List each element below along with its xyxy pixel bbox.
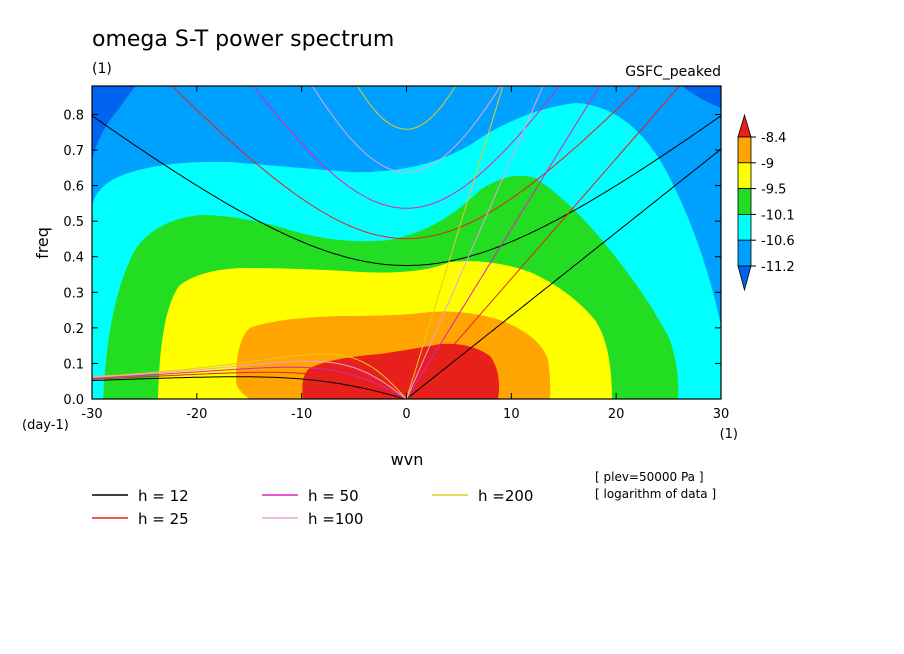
rossby-curve-h200 <box>92 353 407 399</box>
y-units-label: (day-1) <box>22 418 69 433</box>
rossby-curve-h12 <box>92 376 407 399</box>
legend-label: h = 25 <box>138 510 189 528</box>
y-tick-label: 0.6 <box>63 180 84 195</box>
legend-label: h = 50 <box>308 487 359 505</box>
rossby-curve-h25 <box>92 371 407 399</box>
rossby-curve-h50 <box>92 366 407 399</box>
colorbar-label: -11.2 <box>761 260 795 275</box>
colorbar-label: -10.6 <box>761 234 795 249</box>
dispersion-curves <box>92 86 721 399</box>
contour-fills <box>92 86 721 399</box>
inertia-gravity-curve-h12 <box>92 115 721 266</box>
colorbar-segment <box>737 188 752 215</box>
inertia-gravity-curve-h50 <box>252 86 561 209</box>
colorbar-segment <box>737 213 752 241</box>
colorbar-label: -10.1 <box>761 208 795 223</box>
x-tick-label: 20 <box>608 407 625 422</box>
x-tick-label: -20 <box>186 407 207 422</box>
x-axis: -30 -20 -10 0 10 20 30 <box>81 86 729 422</box>
colorbar-label: -9.5 <box>761 183 786 198</box>
y-tick-label: 0.2 <box>63 322 84 337</box>
x-tick-label: 10 <box>503 407 520 422</box>
colorbar-bottom-arrow <box>737 265 752 292</box>
kelvin-curve-h12 <box>406 148 721 399</box>
colorbar-label: -8.4 <box>761 131 786 146</box>
x-tick-label: -10 <box>291 407 312 422</box>
colorbar-label: -9 <box>761 157 774 172</box>
kelvin-curve-h100 <box>406 86 544 399</box>
x-tick-label: 0 <box>402 407 410 422</box>
y-tick-label: 0.1 <box>63 357 84 372</box>
annotation-plev: [ plev=50000 Pa ] <box>595 470 704 484</box>
x-tick-label: 30 <box>713 407 730 422</box>
kelvin-curve-h200 <box>406 86 504 399</box>
colorbar-top-arrow <box>737 113 752 138</box>
y-axis-label: freq <box>33 227 52 259</box>
y-tick-label: 0.0 <box>63 393 84 408</box>
inertia-gravity-curve-h25 <box>171 86 642 240</box>
curve-legend: h = 12 h = 25 h = 50 h =100 h =200 <box>92 487 533 528</box>
inertia-gravity-curve-h200 <box>356 86 457 130</box>
chart-subtitle-right: GSFC_peaked <box>625 64 721 80</box>
y-tick-label: 0.8 <box>63 108 84 123</box>
y-tick-label: 0.7 <box>63 144 84 159</box>
colorbar-segment <box>737 136 752 164</box>
x-units-label: (1) <box>720 427 738 442</box>
colorbar-segment <box>737 162 752 190</box>
rossby-curve-h100 <box>92 360 407 399</box>
colorbar: -8.4 -9 -9.5 -10.1 -10.6 -11.2 <box>737 113 795 292</box>
y-tick-label: 0.3 <box>63 286 84 301</box>
legend-label: h = 12 <box>138 487 189 505</box>
chart-subtitle-left: (1) <box>92 61 112 77</box>
y-tick-label: 0.5 <box>63 215 84 230</box>
legend-label: h =100 <box>308 510 363 528</box>
colorbar-segment <box>737 239 752 267</box>
x-axis-label: wvn <box>391 450 424 469</box>
annotation-log: [ logarithm of data ] <box>595 487 716 501</box>
x-tick-label: -30 <box>81 407 102 422</box>
inertia-gravity-curve-h100 <box>311 86 502 173</box>
kelvin-curve-h25 <box>406 86 681 399</box>
chart-title: omega S-T power spectrum <box>92 27 394 52</box>
kelvin-curve-h50 <box>406 86 601 399</box>
y-tick-label: 0.4 <box>63 251 84 266</box>
legend-label: h =200 <box>478 487 533 505</box>
y-axis: 0.0 0.1 0.2 0.3 0.4 0.5 0.6 0.7 0.8 <box>63 108 721 408</box>
